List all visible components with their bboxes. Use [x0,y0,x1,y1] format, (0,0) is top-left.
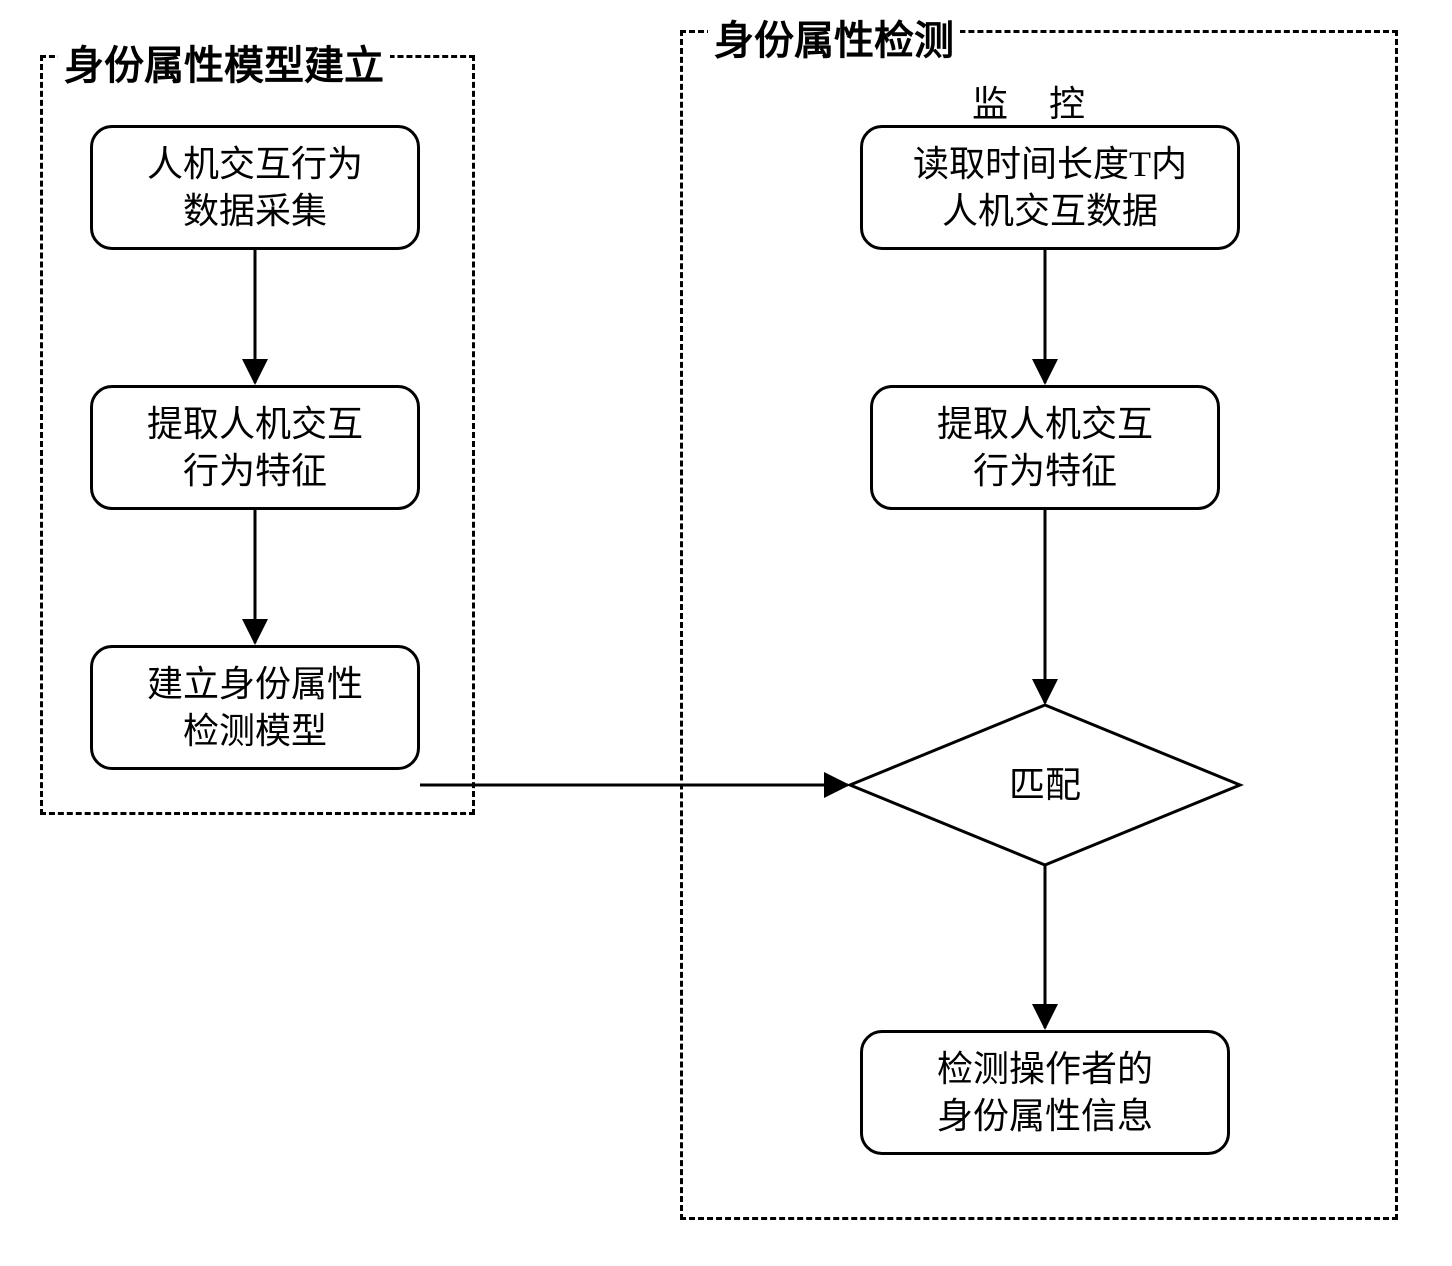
node-build-model: 建立身份属性 检测模型 [90,645,420,770]
subtitle-monitoring: 监 控 [972,75,1101,127]
panel-title-left: 身份属性模型建立 [58,33,390,91]
panel-title-right: 身份属性检测 [708,8,960,66]
node-text: 提取人机交互 [937,404,1153,444]
node-text: 行为特征 [183,451,327,491]
node-read-interaction-data: 读取时间长度T内 人机交互数据 [860,125,1240,250]
node-text: 读取时间长度T内 [913,144,1187,184]
node-text: 提取人机交互 [147,404,363,444]
node-text: 建立身份属性 [147,664,363,704]
node-text: 行为特征 [973,451,1117,491]
node-text: 人机交互行为 [147,144,363,184]
node-text: 身份属性信息 [937,1096,1153,1136]
node-detect-identity-info: 检测操作者的 身份属性信息 [860,1030,1230,1155]
node-data-collection: 人机交互行为 数据采集 [90,125,420,250]
node-extract-features-left: 提取人机交互 行为特征 [90,385,420,510]
node-text: 数据采集 [183,191,327,231]
node-text: 检测操作者的 [937,1049,1153,1089]
node-text: 检测模型 [183,711,327,751]
node-extract-features-right: 提取人机交互 行为特征 [870,385,1220,510]
node-text: 人机交互数据 [942,191,1158,231]
